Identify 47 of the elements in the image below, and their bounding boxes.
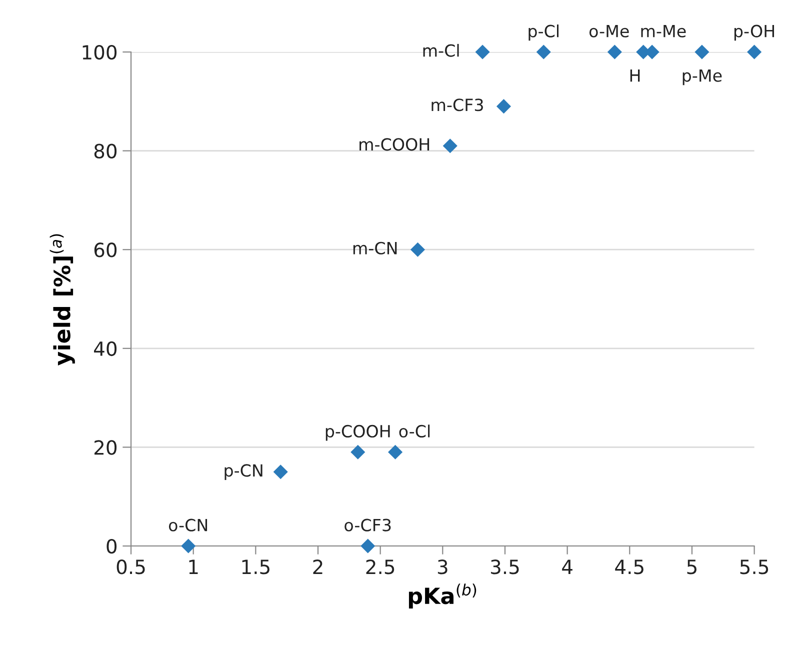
x-tick-label: 0.5 xyxy=(116,560,145,574)
annotation: m-COOH xyxy=(360,138,430,151)
x-tick-label: 1.5 xyxy=(242,560,270,574)
point xyxy=(350,444,366,460)
annotation: o-CF3 xyxy=(344,518,391,532)
point xyxy=(536,44,551,60)
annotation: p-OH xyxy=(734,24,774,41)
x-tick-label: 4 xyxy=(562,560,572,574)
annotation: o-CN xyxy=(168,518,208,532)
point xyxy=(475,44,490,60)
annotation: p-COOH xyxy=(326,424,390,441)
x-tick-label: 5 xyxy=(687,560,696,574)
point xyxy=(442,138,458,154)
point xyxy=(694,44,710,60)
annotation: p-CN xyxy=(224,464,262,480)
point xyxy=(360,538,376,554)
y-tick-label: 60 xyxy=(94,242,117,258)
x-axis-title: pKa$^{(b)}$ xyxy=(408,584,476,609)
annotation: p-Me xyxy=(682,69,722,86)
x-tick-label: 1 xyxy=(189,560,198,574)
x-tick-label: 3 xyxy=(438,560,448,574)
x-tick-label: 2 xyxy=(313,560,322,574)
annotation: m-CN xyxy=(353,242,397,254)
y-tick-label: 20 xyxy=(94,440,117,455)
annotation: m-Me xyxy=(641,25,686,38)
x-tick-label: 5.5 xyxy=(740,560,768,574)
point xyxy=(496,99,512,114)
y-axis-title: yield [%]$^{(a)}$ xyxy=(50,234,75,366)
x-tick-label: 3.5 xyxy=(491,560,519,574)
x-tick-label: 2.5 xyxy=(366,560,394,574)
annotation: m-Cl xyxy=(423,44,459,57)
y-tick-label: 0 xyxy=(106,538,117,554)
point xyxy=(747,44,762,60)
annotation: o-Me xyxy=(589,25,629,38)
point xyxy=(607,44,622,60)
point xyxy=(410,242,426,257)
y-tick-label: 80 xyxy=(94,144,117,158)
x-tick-label: 4.5 xyxy=(615,560,644,574)
y-tick-label: 40 xyxy=(94,341,117,356)
annotation: m-CF3 xyxy=(432,98,483,112)
point xyxy=(388,444,403,460)
annotation: p-Cl xyxy=(528,24,558,41)
point xyxy=(181,538,196,554)
annotation: H xyxy=(630,69,640,82)
y-tick-label: 100 xyxy=(82,44,117,60)
annotation: o-Cl xyxy=(399,424,430,438)
point xyxy=(273,464,288,480)
